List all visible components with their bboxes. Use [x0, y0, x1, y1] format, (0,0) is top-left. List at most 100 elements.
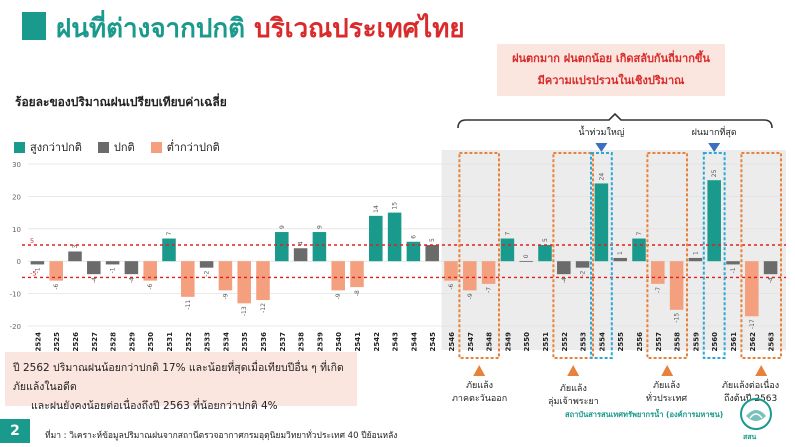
- bar-value-label: -9: [222, 293, 229, 299]
- label-drought-cont-1: ภัยแล้งต่อเนื่อง: [722, 381, 780, 391]
- y-tick-label: 30: [12, 161, 21, 169]
- flood-annotation: น้ำท่วมใหญ่: [578, 125, 624, 138]
- bar: [669, 261, 684, 310]
- bar: [256, 261, 270, 301]
- bar-value-label: -8: [354, 290, 361, 296]
- bar-value-label: -9: [467, 293, 474, 299]
- x-tick-label: 2557: [655, 332, 663, 352]
- bar: [369, 215, 383, 262]
- bar: [237, 261, 251, 304]
- bar: [726, 261, 740, 265]
- legend-item-above: สูงกว่าปกติ: [14, 138, 82, 156]
- org-logo-icon: [740, 398, 772, 430]
- x-tick-label: 2538: [298, 332, 306, 352]
- bar-value-label: 9: [316, 225, 323, 229]
- bar: [30, 261, 45, 265]
- bar: [124, 261, 139, 275]
- bar: [557, 261, 571, 275]
- bar-value-label: -6: [147, 283, 154, 289]
- x-tick-label: 2532: [185, 332, 193, 352]
- bar: [49, 261, 63, 281]
- x-tick-label: 2526: [72, 332, 80, 352]
- legend-item-below: ต่ำกว่าปกติ: [150, 138, 220, 156]
- bar: [105, 261, 120, 265]
- x-tick-label: 2563: [768, 332, 776, 352]
- label-drought-east: ภัยแล้ง ภาคตะวันออก: [452, 380, 507, 406]
- title-part-2: บริเวณประเทศไทย: [254, 14, 465, 44]
- bar-value-label: 9: [279, 225, 286, 229]
- highlight-box-drought: [458, 152, 500, 359]
- bar-value-label: 3: [72, 244, 79, 248]
- bar-value-label: -1: [34, 267, 41, 273]
- legend-label-below: ต่ำกว่าปกติ: [166, 141, 220, 154]
- shaded-recent-region: [441, 150, 786, 350]
- x-tick-label: 2531: [166, 332, 174, 352]
- x-tick-label: 2537: [279, 332, 287, 352]
- highlight-box-drought: [552, 152, 595, 359]
- bar-value-label: 7: [166, 232, 173, 236]
- label-drought-chao-phraya: ภัยแล้ง ลุ่มเจ้าพระยา: [548, 383, 599, 409]
- note-line-2: และฝนยังคงน้อยต่อเนื่องถึงปี 2563 ที่น้อ…: [31, 400, 278, 412]
- x-tick-label: 2527: [91, 332, 99, 352]
- bracket-icon: [457, 112, 773, 129]
- bar: [651, 261, 665, 284]
- arrow-down-icon: [595, 143, 608, 152]
- bar-value-label: -12: [260, 303, 267, 313]
- bar-value-label: 7: [504, 232, 511, 236]
- x-tick-label: 2535: [241, 332, 249, 352]
- bar-value-label: 24: [598, 173, 605, 181]
- x-tick-label: 2548: [486, 332, 494, 352]
- x-tick-label: 2533: [204, 332, 212, 352]
- bar: [275, 232, 289, 262]
- x-tick-label: 2540: [335, 332, 343, 352]
- legend-swatch-normal: [97, 141, 109, 153]
- bar-value-label: 6: [410, 235, 417, 239]
- chart-subtitle: ร้อยละของปริมาณฝนเปรียบเทียบค่าเฉลี่ย: [15, 95, 227, 109]
- page-title: ฝนที่ต่างจากปกติ บริเวณประเทศไทย: [56, 8, 465, 49]
- bar: [87, 261, 101, 275]
- bar-value-label: -9: [335, 293, 342, 299]
- bar-value-label: 1: [617, 251, 624, 255]
- label-drought-cp-2: ลุ่มเจ้าพระยา: [548, 397, 599, 407]
- title-accent-bar: [22, 12, 46, 40]
- callout-line-1: ฝนตกมาก ฝนตกน้อย เกิดสลับกันถี่มากขึ้น: [512, 52, 710, 65]
- arrow-up-icon: [473, 365, 486, 376]
- bar-value-label: 4: [298, 241, 305, 245]
- note-box: ปี 2562 ปริมาณฝนน้อยกว่าปกติ 17% และน้อย…: [5, 352, 357, 412]
- bar: [143, 261, 157, 281]
- bar: [331, 261, 345, 291]
- logo-text: สสน: [743, 433, 757, 441]
- bar: [500, 238, 515, 262]
- x-tick-label: 2558: [674, 332, 682, 352]
- highlight-box-flood: [702, 152, 726, 359]
- bar-value-label: 14: [373, 205, 380, 213]
- x-tick-label: 2549: [504, 332, 512, 352]
- bar: [707, 180, 721, 262]
- page-number: 2: [0, 419, 30, 443]
- note-line-1: ปี 2562 ปริมาณฝนน้อยกว่าปกติ 17% และน้อย…: [13, 362, 344, 393]
- x-tick-label: 2550: [523, 332, 531, 352]
- bar: [199, 261, 214, 268]
- y-tick-label: 20: [12, 193, 21, 201]
- x-tick-label: 2552: [561, 332, 569, 352]
- arrow-up-icon: [661, 365, 674, 376]
- x-tick-label: 2536: [260, 332, 268, 352]
- bar: [350, 261, 364, 288]
- org-label: สถาบันสารสนเทศทรัพยากรน้ำ (องค์การมหาชน): [565, 410, 724, 419]
- legend-item-normal: ปกติ: [97, 138, 135, 156]
- x-tick-label: 2562: [749, 332, 757, 352]
- bar-value-label: -11: [185, 300, 192, 310]
- bar-value-label: -1: [110, 267, 117, 273]
- label-drought-cp-1: ภัยแล้ง: [559, 384, 587, 394]
- y-tick-label: -10: [10, 291, 21, 299]
- bar: [632, 238, 646, 262]
- bar: [406, 241, 421, 262]
- bar: [763, 261, 778, 275]
- highlight-box-drought: [646, 152, 689, 359]
- x-tick-label: 2525: [53, 332, 61, 352]
- x-tick-label: 2556: [636, 332, 644, 352]
- bar-value-label: 25: [711, 169, 718, 177]
- label-drought-east-1: ภัยแล้ง: [466, 381, 494, 391]
- chart-legend: สูงกว่าปกติ ปกติ ต่ำกว่าปกติ: [14, 138, 220, 156]
- title-part-1: ฝนที่ต่างจากปกติ: [56, 14, 246, 44]
